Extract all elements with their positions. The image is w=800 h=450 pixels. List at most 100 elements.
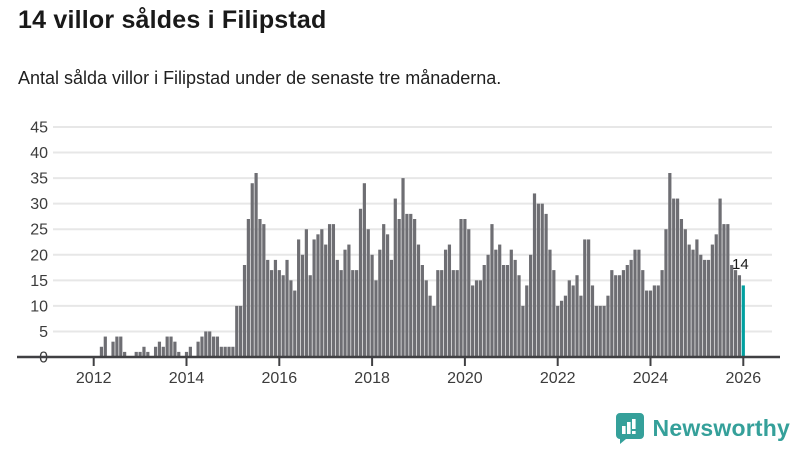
x-axis-label: 2020 (447, 370, 483, 387)
bar (645, 290, 649, 357)
bar (463, 219, 467, 357)
bar (327, 224, 332, 357)
bar (691, 249, 695, 357)
bar (215, 336, 220, 357)
bar (575, 275, 579, 357)
bar (293, 290, 297, 357)
bar (571, 285, 575, 357)
bar (177, 351, 181, 357)
bar (726, 224, 730, 357)
bar (513, 259, 517, 357)
bar (579, 295, 583, 357)
bar (486, 254, 490, 357)
bar (99, 346, 104, 357)
y-axis-label: 20 (30, 247, 48, 264)
bar (602, 305, 606, 357)
bar (157, 341, 162, 357)
bar (420, 265, 424, 357)
x-axis-label: 2016 (262, 370, 298, 387)
bar (490, 224, 494, 357)
bar (536, 203, 540, 357)
bar (242, 265, 247, 357)
bar (204, 331, 208, 357)
y-axis-label: 15 (30, 273, 48, 290)
bar (730, 265, 734, 357)
bar (737, 275, 742, 357)
bar (668, 173, 672, 357)
bar (664, 229, 668, 357)
bar (494, 249, 498, 357)
x-axis-label: 2014 (169, 370, 205, 387)
bar (710, 244, 714, 357)
bar (366, 229, 370, 357)
bar (355, 270, 359, 357)
bar (436, 270, 440, 357)
bar (459, 219, 463, 357)
bar (590, 285, 595, 357)
bar (239, 305, 243, 357)
bar (397, 219, 401, 357)
bar (637, 249, 641, 357)
bar (532, 193, 537, 357)
bar (169, 336, 173, 357)
bar (672, 198, 676, 357)
bar (733, 270, 738, 357)
bar (285, 259, 289, 357)
bar (687, 244, 691, 357)
bar (598, 305, 602, 357)
x-axis-label: 2022 (540, 370, 576, 387)
bar (648, 290, 653, 357)
bar (478, 280, 482, 357)
y-axis-label: 45 (30, 120, 48, 137)
bar (196, 341, 200, 357)
bar (594, 305, 598, 357)
bar (208, 331, 212, 357)
bar (652, 285, 656, 357)
bar (138, 351, 142, 357)
bar (258, 219, 262, 357)
bar (474, 280, 479, 357)
bar (316, 234, 320, 357)
bar (153, 346, 158, 357)
bar (583, 239, 587, 357)
bar (266, 259, 270, 357)
bar (428, 295, 432, 357)
bar (567, 280, 571, 357)
bar (250, 183, 254, 357)
bar (625, 265, 629, 357)
bar (231, 346, 235, 357)
bar (617, 275, 622, 357)
bar (219, 346, 223, 357)
bar (660, 270, 664, 357)
bar (432, 305, 436, 357)
bar (246, 219, 250, 357)
bar (505, 265, 510, 357)
bar (467, 229, 471, 357)
newsworthy-logo[interactable]: Newsworthy (615, 412, 790, 444)
bar (641, 270, 645, 357)
bar (254, 173, 258, 357)
bar (440, 270, 444, 357)
bar (683, 229, 687, 357)
bar (559, 300, 564, 357)
bar (695, 239, 699, 357)
bar (409, 213, 413, 357)
newsworthy-logo-text: Newsworthy (652, 414, 790, 441)
bar (362, 183, 366, 357)
bar (331, 224, 336, 357)
bar (552, 270, 556, 357)
y-axis-label: 35 (30, 171, 48, 188)
bar (235, 305, 239, 357)
bar (540, 203, 544, 357)
bar (308, 275, 312, 357)
bar (447, 244, 452, 357)
bar (621, 270, 626, 357)
bar (262, 224, 266, 357)
bar (289, 280, 293, 357)
bar (587, 239, 591, 357)
bar (312, 239, 316, 357)
chart-subtitle: Antal sålda villor i Filipstad under de … (18, 68, 502, 88)
bar (119, 336, 123, 357)
bar (146, 351, 150, 357)
